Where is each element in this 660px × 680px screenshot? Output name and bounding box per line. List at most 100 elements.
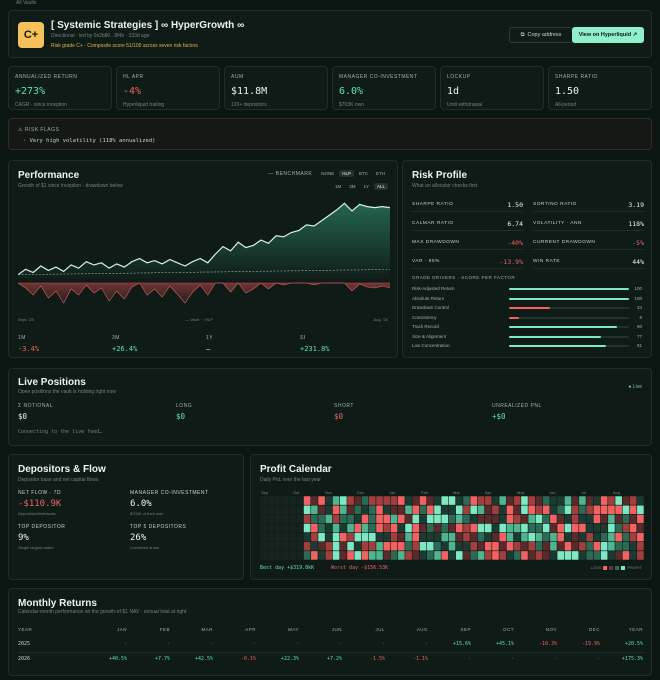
calendar-day	[535, 514, 543, 524]
monthly-cell: +45.1%	[495, 641, 514, 647]
risk-metric-label: Current Drawdown	[533, 240, 596, 245]
x-axis-end: Aug. '26	[373, 317, 388, 322]
calendar-day	[303, 532, 311, 542]
calendar-day	[448, 532, 456, 542]
calendar-month-label: Mar	[453, 490, 460, 495]
calendar-day	[637, 505, 644, 514]
calendar-day	[492, 532, 499, 542]
driver-score: 81	[636, 343, 642, 348]
calendar-day	[571, 551, 579, 560]
calendar-day	[441, 505, 449, 514]
range-option-1m[interactable]: 1M	[334, 184, 342, 189]
calendar-day	[593, 505, 601, 514]
monthly-cell: ·	[467, 656, 471, 662]
profit-calendar-subtitle: Daily PnL over the last year	[260, 477, 321, 483]
calendar-day	[347, 551, 354, 560]
calendar-day	[347, 514, 354, 524]
calendar-day	[513, 532, 521, 542]
calendar-day	[340, 523, 347, 533]
calendar-day	[470, 496, 478, 505]
calendar-day	[347, 496, 354, 505]
calendar-day	[383, 551, 391, 560]
monthly-cell: +175.3%	[621, 656, 643, 662]
calendar-day	[383, 514, 391, 524]
calendar-day	[484, 496, 492, 505]
calendar-day	[390, 523, 398, 533]
calendar-day	[325, 514, 333, 524]
calendar-day	[463, 523, 470, 533]
monthly-cell: ·	[209, 641, 213, 647]
period-value: —	[206, 345, 211, 353]
monthly-cell: -1.1%	[412, 656, 428, 662]
calendar-day	[441, 551, 449, 560]
monthly-cell: -0.1%	[240, 656, 256, 662]
period-label: 3M	[112, 335, 120, 341]
calendar-day	[615, 523, 622, 533]
calendar-day	[260, 542, 267, 551]
range-option-3m[interactable]: 3M	[349, 184, 356, 189]
calendar-day	[637, 532, 644, 542]
breadcrumb[interactable]: All Vaults	[16, 0, 37, 6]
calendar-day	[615, 505, 622, 514]
calendar-day	[586, 532, 593, 542]
calendar-day	[441, 514, 449, 524]
calendar-month-label: Apr	[485, 490, 492, 495]
calendar-day	[455, 542, 463, 551]
calendar-day	[542, 496, 550, 505]
monthly-returns-subtitle: Calendar-month performance on the growth…	[18, 609, 187, 615]
kpi-card: AUM $11.8M 120+ depositors	[224, 66, 328, 110]
driver-label: Drawdown Control	[412, 305, 450, 310]
calendar-month-label: Nov	[325, 490, 333, 495]
calendar-day	[289, 523, 296, 533]
benchmark-option-btc[interactable]: BTC	[359, 171, 368, 176]
view-on-hyperliquid-button[interactable]: View on Hyperliquid ↗	[572, 27, 644, 43]
calendar-day	[637, 496, 644, 505]
depositor-stat: Top 5 Depositors 26% Combined share	[130, 524, 186, 550]
copy-address-button[interactable]: ⧉ Copy address	[509, 27, 573, 43]
calendar-day	[579, 496, 586, 505]
driver-label: Risk-Adjusted Return	[412, 286, 455, 291]
calendar-day	[571, 496, 579, 505]
live-stat: Long $0	[176, 403, 192, 421]
benchmark-selector: — BENCHMARK NONE HLP BTC ETH	[268, 170, 388, 177]
calendar-day	[296, 523, 304, 533]
calendar-day	[340, 551, 347, 560]
risk-metric-value: -13.9%	[499, 257, 523, 266]
kpi-card: Manager Co-Investment 6.0% $703K own	[332, 66, 436, 110]
benchmark-option-eth[interactable]: ETH	[376, 171, 385, 176]
calendar-day	[535, 523, 543, 533]
calendar-day	[586, 551, 593, 560]
calendar-day	[637, 514, 644, 524]
calendar-day	[542, 514, 550, 524]
calendar-day	[499, 542, 507, 551]
live-stat-label: Long	[176, 403, 193, 409]
calendar-day	[629, 505, 637, 514]
risk-flags-title: Risk Flags	[24, 127, 60, 133]
calendar-day	[260, 514, 267, 524]
calendar-day	[629, 496, 637, 505]
calendar-day	[332, 532, 340, 542]
calendar-day	[419, 523, 427, 533]
range-option-all[interactable]: ALL	[373, 183, 388, 190]
calendar-day	[521, 551, 528, 560]
driver-fill	[509, 345, 607, 347]
calendar-day	[593, 523, 601, 533]
range-option-1y[interactable]: 1Y	[363, 184, 369, 189]
calendar-day	[542, 505, 550, 514]
driver-score: 100	[634, 286, 642, 291]
benchmark-option-hlp[interactable]: HLP	[339, 170, 354, 177]
calendar-day	[484, 523, 492, 533]
benchmark-option-none[interactable]: NONE	[321, 171, 335, 176]
risk-metric-value: -5%	[632, 238, 644, 247]
monthly-cell: +15.6%	[452, 641, 471, 647]
driver-score: 90	[636, 324, 642, 329]
risk-metric-label: Sortino Ratio	[533, 202, 577, 207]
calendar-day	[542, 523, 550, 533]
calendar-day	[412, 496, 420, 505]
driver-fill	[509, 335, 602, 338]
calendar-day	[477, 523, 485, 533]
calendar-day	[405, 496, 412, 505]
driver-score: 100	[634, 295, 642, 301]
driver-track	[509, 307, 629, 309]
calendar-day	[311, 542, 318, 551]
